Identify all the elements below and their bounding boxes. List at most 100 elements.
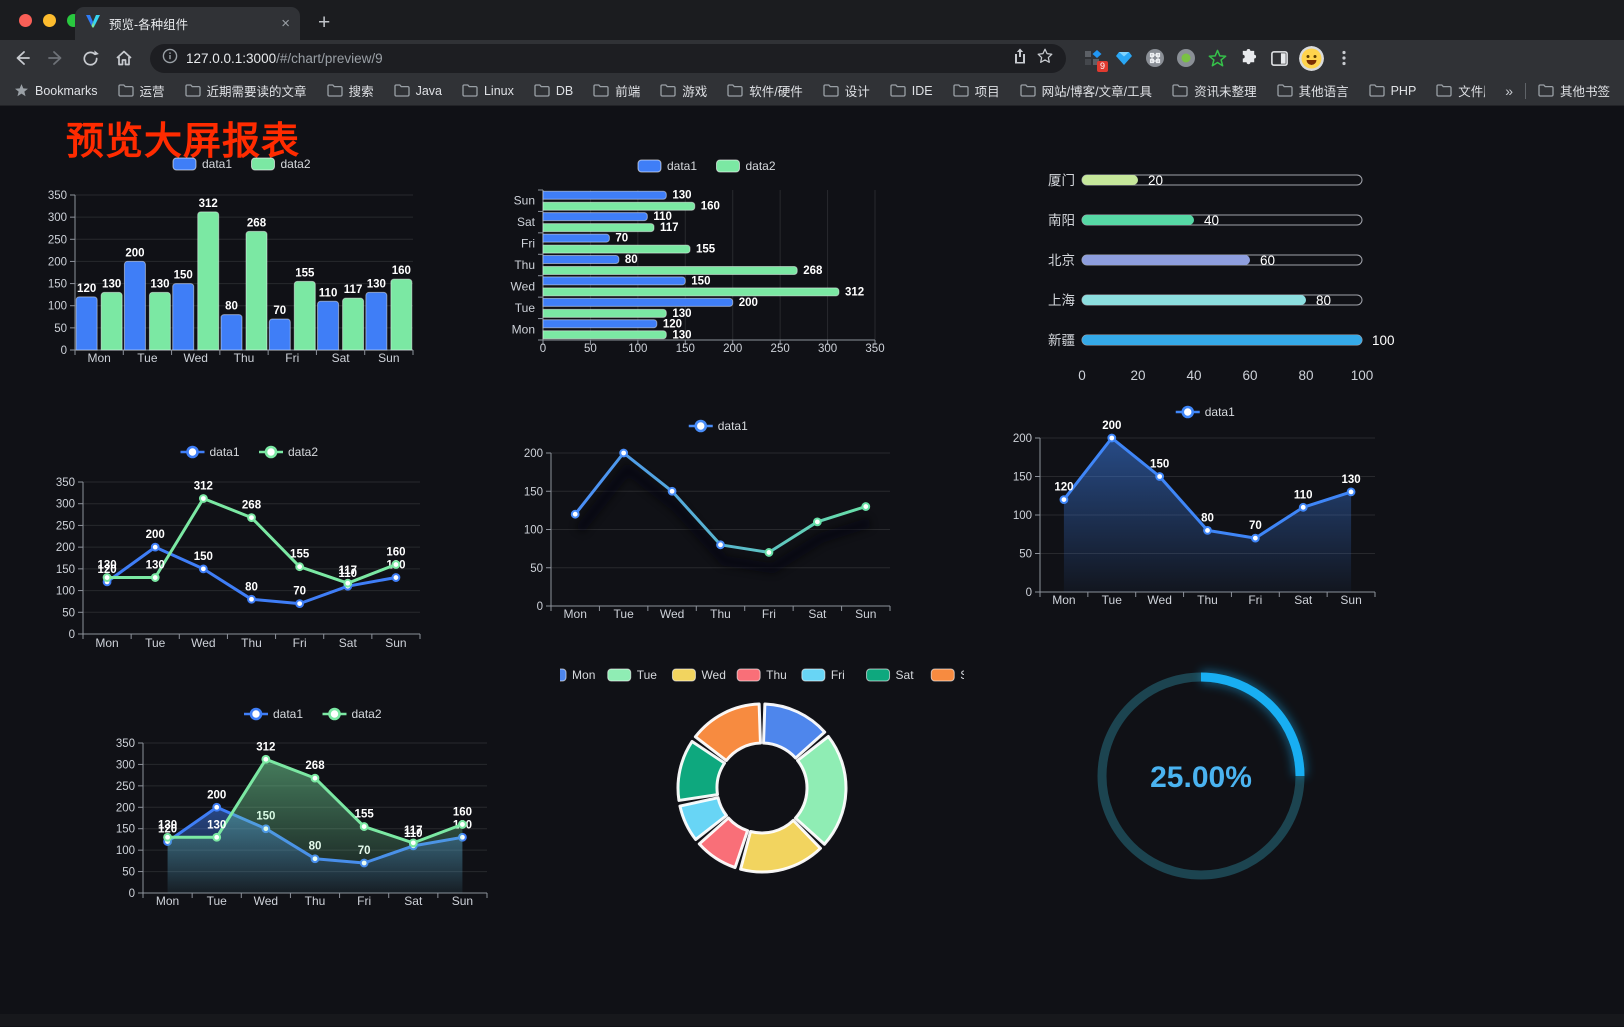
extension-command-icon[interactable] <box>1144 47 1166 69</box>
svg-text:50: 50 <box>54 323 67 335</box>
bookmarks-manager[interactable]: Bookmarks <box>14 83 98 98</box>
browser-tab[interactable]: 预览-各种组件 × <box>75 7 300 40</box>
svg-text:300: 300 <box>116 759 135 771</box>
svg-text:Tue: Tue <box>637 668 658 682</box>
svg-text:Tue: Tue <box>515 301 536 315</box>
svg-text:data2: data2 <box>281 157 311 171</box>
bookmark-folder-1[interactable]: 近期需要读的文章 <box>184 81 307 100</box>
bookmarks-right: » 其他书签 <box>1505 81 1610 100</box>
bookmark-folder-label: Java <box>415 83 442 98</box>
donut-week-chart[interactable]: Mon Tue Wed Thu Fri Sat Sun <box>542 660 982 886</box>
svg-text:Sun: Sun <box>452 894 473 908</box>
line-area-chart[interactable]: data1 0 50 100 150 200 Mon Tue Wed Thu Fri Sat Sun 12… <box>990 386 1390 608</box>
svg-text:80: 80 <box>1316 293 1331 308</box>
bookmark-folder-6[interactable]: 前端 <box>593 81 640 100</box>
extension-star-icon[interactable] <box>1206 47 1228 69</box>
bookmark-folder-label: 项目 <box>974 85 1000 99</box>
svg-text:data1: data1 <box>273 707 303 721</box>
extension-record-icon[interactable] <box>1175 47 1197 69</box>
bar-vertical-chart[interactable]: data1 data2 0 50 100 150 200 250 300 350 Mon Tue Wed… <box>40 148 470 370</box>
svg-text:70: 70 <box>273 305 286 317</box>
extensions-row: 9 <box>1082 45 1355 72</box>
bookmark-folder-2[interactable]: 搜索 <box>326 81 374 100</box>
bookmark-folder-7[interactable]: 游戏 <box>660 81 707 100</box>
city-progress-chart[interactable]: 厦门 20 南阳 40 北京 60 上海 80 新疆 100 0 20 40 60 80 100 <box>990 148 1395 393</box>
svg-text:Mon: Mon <box>156 894 179 908</box>
folder-icon <box>326 84 343 97</box>
svg-text:155: 155 <box>355 809 375 821</box>
svg-text:Sat: Sat <box>1294 593 1313 607</box>
folder-icon <box>1172 84 1188 97</box>
other-bookmarks-folder[interactable]: 其他书签 <box>1538 81 1610 100</box>
bookmark-folder-0[interactable]: 运营 <box>117 81 165 100</box>
extension-grid-icon[interactable]: 9 <box>1082 47 1108 72</box>
svg-text:110: 110 <box>319 287 338 299</box>
bookmarks-overflow-icon[interactable]: » <box>1505 82 1513 99</box>
bookmark-folder-16[interactable]: 文件服务器 <box>1436 81 1485 100</box>
line-two-series-chart[interactable]: data1 data2 0 50 100 150 200 250 300 350 Mon Tue Wed… <box>45 425 475 660</box>
svg-text:Wed: Wed <box>701 668 725 682</box>
svg-text:160: 160 <box>453 806 472 818</box>
tab-close-icon[interactable]: × <box>281 15 290 32</box>
close-window-button[interactable] <box>19 14 32 27</box>
bookmark-folder-4[interactable]: Linux <box>462 84 514 98</box>
svg-text:300: 300 <box>56 499 75 511</box>
svg-text:200: 200 <box>207 789 226 801</box>
svg-text:80: 80 <box>225 301 238 313</box>
bookmark-folder-13[interactable]: 资讯未整理 <box>1172 81 1257 100</box>
bookmark-folder-9[interactable]: 设计 <box>823 81 870 100</box>
svg-text:Mon: Mon <box>1052 593 1075 607</box>
bookmark-star-icon[interactable] <box>1036 47 1054 70</box>
minimize-window-button[interactable] <box>43 14 56 27</box>
svg-text:Sun: Sun <box>514 194 535 208</box>
bookmark-folder-14[interactable]: 其他语言 <box>1276 81 1349 100</box>
site-info-icon[interactable] <box>162 48 178 69</box>
svg-text:北京: 北京 <box>1048 253 1075 268</box>
menu-dots-icon[interactable] <box>1333 47 1355 69</box>
svg-text:120: 120 <box>97 564 116 576</box>
line-two-area-chart[interactable]: data1 data2 0 50 100 150 200 250 300 350 Mon Tue Wed… <box>103 700 533 916</box>
share-icon[interactable] <box>1012 47 1028 70</box>
bookmark-folder-3[interactable]: Java <box>393 83 442 98</box>
folder-icon <box>952 84 969 97</box>
svg-text:130: 130 <box>672 329 691 341</box>
extensions-puzzle-icon[interactable] <box>1237 47 1259 69</box>
forward-icon[interactable] <box>42 44 70 72</box>
address-bar[interactable]: 127.0.0.1:3000/#/chart/preview/9 <box>150 43 1066 73</box>
svg-text:120: 120 <box>158 824 177 836</box>
svg-text:100: 100 <box>1372 333 1394 348</box>
back-icon[interactable] <box>8 44 36 72</box>
folder-icon <box>1019 84 1036 97</box>
bookmark-folder-5[interactable]: DB <box>534 84 573 98</box>
bookmark-folder-11[interactable]: 项目 <box>952 81 1000 100</box>
svg-text:Fri: Fri <box>293 636 307 650</box>
folder-icon <box>393 84 410 97</box>
svg-text:160: 160 <box>386 547 405 559</box>
bookmark-folder-list: 运营 近期需要读的文章 搜索 Java Linux DB 前端 游戏 软件/硬件 设计 IDE 项目 网… <box>117 81 1485 100</box>
bookmark-folder-12[interactable]: 网站/博客/文章/工具 <box>1019 81 1152 100</box>
svg-text:0: 0 <box>1026 587 1032 599</box>
bookmark-folder-10[interactable]: IDE <box>890 84 933 98</box>
svg-text:0: 0 <box>61 345 67 357</box>
svg-text:data1: data1 <box>718 419 748 433</box>
home-icon[interactable] <box>110 44 138 72</box>
svg-text:Sat: Sat <box>339 636 358 650</box>
svg-text:100: 100 <box>524 525 543 537</box>
line-gradient-chart[interactable]: data1 0 50 100 150 200 Mon Tue Wed Thu Fri Sat Sun <box>505 398 935 626</box>
svg-text:130: 130 <box>367 278 386 290</box>
profile-avatar[interactable] <box>1299 45 1324 71</box>
extension-diamond-icon[interactable] <box>1113 47 1135 69</box>
svg-text:150: 150 <box>691 275 710 287</box>
gauge-percent-chart[interactable]: 25.00% <box>1085 660 1317 900</box>
bookmark-folder-15[interactable]: PHP <box>1368 84 1416 98</box>
bar-horizontal-chart[interactable]: data1 data2 0 50 100 150 200 250 300 350 Mon 120 130… <box>505 148 905 366</box>
new-tab-button[interactable]: + <box>318 11 331 34</box>
reload-icon[interactable] <box>76 44 104 72</box>
svg-text:200: 200 <box>56 542 75 554</box>
svg-text:Thu: Thu <box>234 351 255 365</box>
svg-text:150: 150 <box>48 279 67 291</box>
svg-text:Thu: Thu <box>514 258 535 272</box>
bookmark-folder-8[interactable]: 软件/硬件 <box>727 81 803 100</box>
side-panel-icon[interactable] <box>1268 47 1290 69</box>
